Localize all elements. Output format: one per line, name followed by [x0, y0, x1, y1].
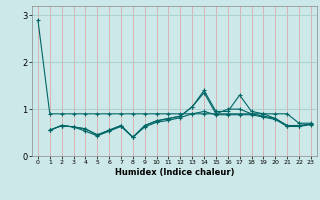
X-axis label: Humidex (Indice chaleur): Humidex (Indice chaleur): [115, 168, 234, 177]
